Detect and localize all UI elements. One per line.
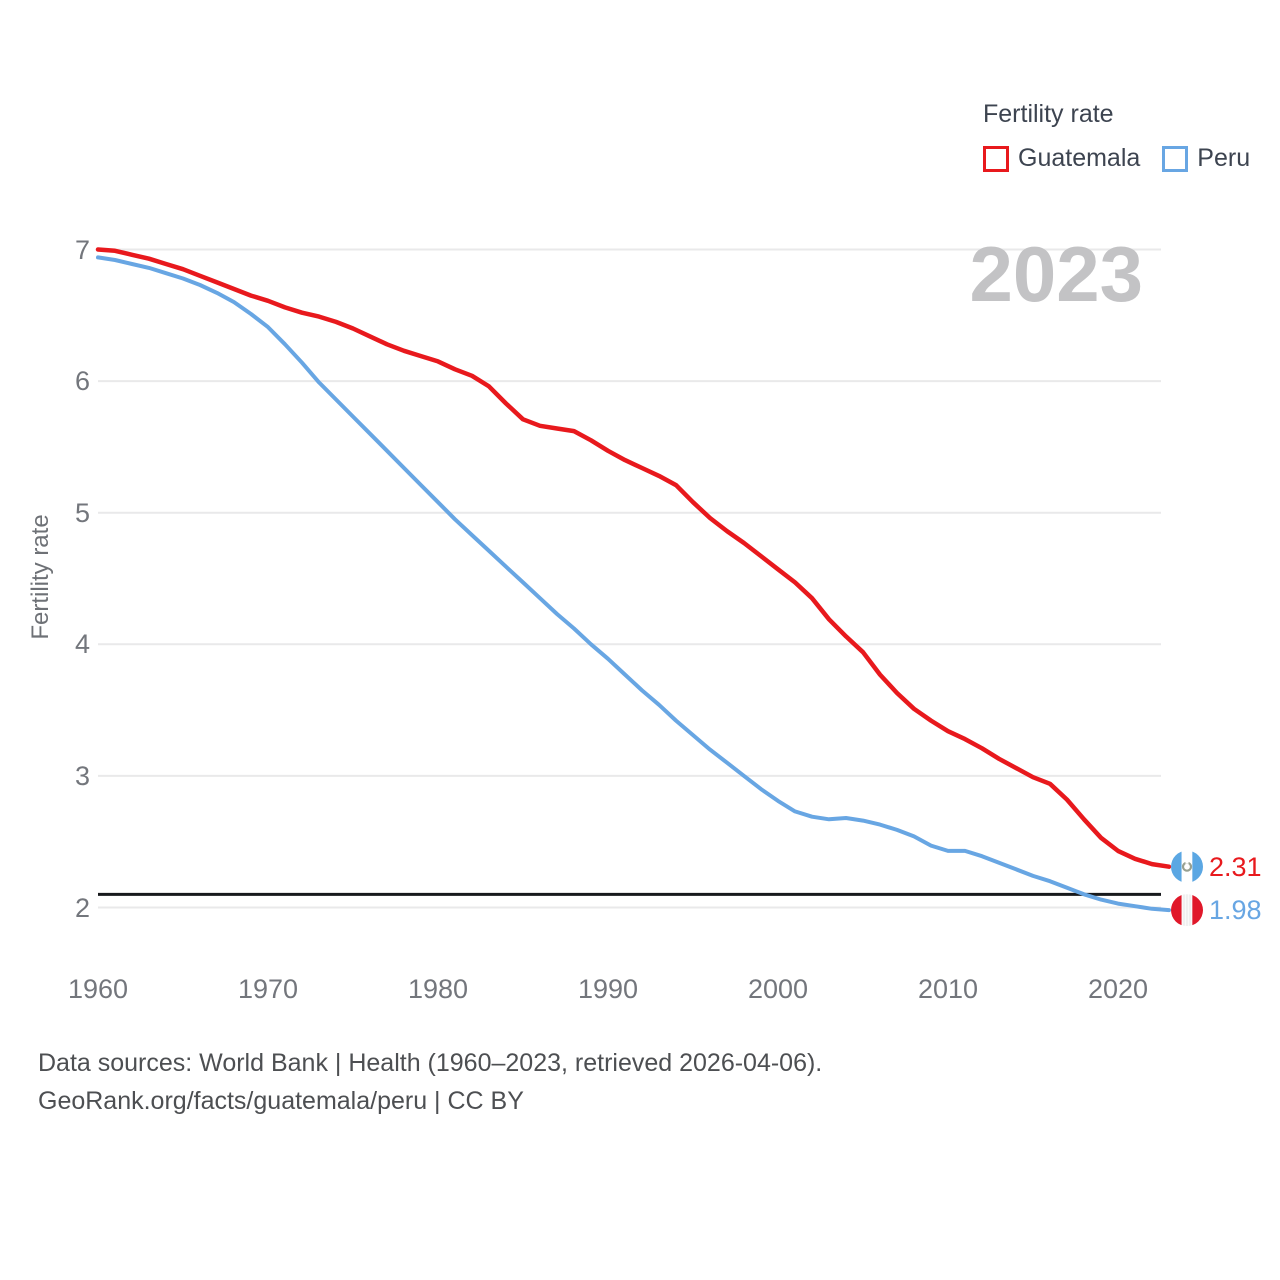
legend-item-peru[interactable]: Peru: [1162, 144, 1250, 173]
guatemala-swatch-icon: [983, 145, 1009, 172]
peru-flag-icon: [1171, 894, 1203, 927]
x-tick-label-1960: 1960: [67, 974, 129, 1004]
y-tick-label-5: 5: [74, 497, 90, 528]
legend-items: Guatemala Peru: [983, 144, 1250, 173]
y-tick-label-6: 6: [74, 366, 90, 397]
y-tick-label-4: 4: [74, 629, 90, 660]
y-tick-label-7: 7: [74, 234, 90, 265]
footer-sources-line: Data sources: World Bank | Health (1960–…: [38, 1049, 823, 1077]
peru-line: [96, 255, 1171, 913]
x-tick-label-1980: 1980: [407, 974, 469, 1004]
x-tick-label-2010: 2010: [917, 974, 979, 1004]
y-tick-label-3: 3: [74, 760, 90, 791]
x-tick-label-2020: 2020: [1087, 974, 1149, 1004]
legend-title: Fertility rate: [983, 100, 1114, 128]
legend: Fertility rate Guatemala Peru: [983, 100, 1250, 173]
legend-item-guatemala[interactable]: Guatemala: [983, 144, 1140, 173]
y-axis-title: Fertility rate: [27, 514, 54, 640]
guatemala-flag-icon: [1171, 850, 1203, 883]
end-value-label-peru: 1.98: [1209, 895, 1262, 926]
footer: Data sources: World Bank | Health (1960–…: [38, 1044, 822, 1120]
legend-item-guatemala-label: Guatemala: [1018, 144, 1141, 172]
x-tick-label-1970: 1970: [237, 974, 299, 1004]
guatemala-line: [95, 247, 1172, 869]
year-watermark: 2023: [969, 230, 1143, 318]
x-tick-label-2000: 2000: [747, 974, 809, 1004]
end-value-label-guatemala: 2.31: [1209, 851, 1262, 882]
y-tick-label-2: 2: [74, 892, 90, 923]
x-tick-label-1990: 1990: [577, 974, 639, 1004]
legend-item-peru-label: Peru: [1197, 144, 1251, 172]
peru-swatch-icon: [1162, 145, 1189, 172]
footer-attribution-line: GeoRank.org/facts/guatemala/peru | CC BY: [38, 1087, 524, 1115]
